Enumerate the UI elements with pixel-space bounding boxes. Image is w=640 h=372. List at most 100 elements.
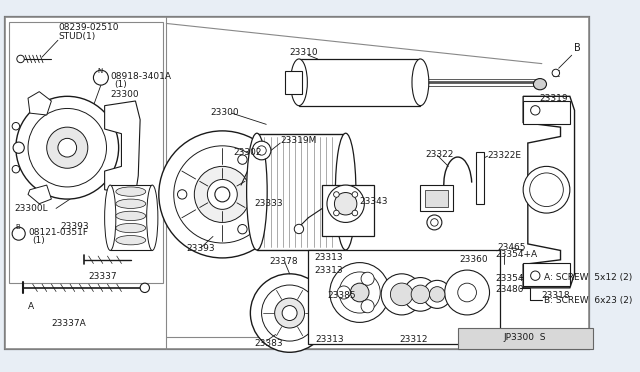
Circle shape [195, 166, 250, 222]
Text: 23313: 23313 [314, 253, 342, 262]
Text: 23322E: 23322E [488, 151, 522, 160]
Polygon shape [523, 96, 575, 288]
Text: 23343: 23343 [360, 197, 388, 206]
Text: A: A [28, 302, 34, 311]
Bar [323, 185, 374, 237]
Bar [476, 153, 484, 204]
Text: 23393: 23393 [61, 222, 90, 231]
Circle shape [174, 146, 271, 243]
Text: 23354: 23354 [495, 274, 524, 283]
Text: 23465: 23465 [497, 243, 525, 252]
Ellipse shape [116, 211, 146, 221]
Circle shape [333, 192, 339, 197]
Ellipse shape [116, 223, 146, 233]
Circle shape [530, 173, 563, 206]
Circle shape [352, 210, 358, 216]
Text: 23319: 23319 [539, 94, 568, 103]
Circle shape [429, 287, 445, 302]
Ellipse shape [291, 59, 307, 106]
Circle shape [13, 142, 24, 153]
Circle shape [327, 185, 364, 222]
Text: JP3300  S: JP3300 S [504, 333, 547, 341]
Ellipse shape [412, 59, 429, 106]
Circle shape [140, 283, 150, 292]
Polygon shape [28, 92, 51, 115]
Circle shape [552, 69, 559, 77]
Bar [523, 263, 570, 286]
Bar [299, 59, 420, 106]
Text: B: B [15, 224, 20, 230]
Circle shape [337, 286, 350, 299]
Text: 23300: 23300 [110, 90, 139, 99]
Circle shape [257, 146, 266, 155]
Circle shape [215, 187, 230, 202]
Text: 08918-3401A: 08918-3401A [110, 72, 172, 81]
Circle shape [423, 280, 451, 308]
Text: 23310: 23310 [290, 48, 318, 57]
Circle shape [207, 179, 237, 209]
Circle shape [458, 283, 476, 302]
Circle shape [93, 70, 108, 85]
Bar [308, 250, 500, 344]
Bar [110, 185, 152, 250]
Text: 23378: 23378 [269, 257, 298, 266]
Circle shape [252, 141, 271, 160]
Circle shape [275, 298, 305, 328]
Circle shape [12, 166, 20, 173]
Bar [257, 134, 346, 250]
Circle shape [431, 219, 438, 226]
Circle shape [404, 278, 437, 311]
Text: STUD(1): STUD(1) [58, 32, 95, 41]
Circle shape [335, 193, 357, 215]
Circle shape [12, 122, 20, 130]
Circle shape [531, 106, 540, 115]
Circle shape [427, 215, 442, 230]
Circle shape [262, 285, 317, 341]
Ellipse shape [104, 185, 116, 250]
Text: 23383: 23383 [254, 339, 283, 348]
Bar [10, 22, 163, 283]
Circle shape [250, 274, 329, 352]
Text: 23312: 23312 [400, 334, 428, 343]
Text: B: SCREW  6x23 (2): B: SCREW 6x23 (2) [544, 296, 632, 305]
Circle shape [12, 227, 25, 240]
Text: 23360: 23360 [460, 255, 488, 264]
Circle shape [390, 283, 413, 306]
Ellipse shape [116, 199, 146, 208]
Text: 23333: 23333 [254, 199, 283, 208]
Bar [420, 185, 453, 211]
Circle shape [282, 305, 297, 321]
Text: A: SCREW  5x12 (2): A: SCREW 5x12 (2) [544, 273, 632, 282]
Text: 08239-02510: 08239-02510 [58, 23, 118, 32]
Circle shape [381, 274, 422, 315]
Text: 23354+A: 23354+A [495, 250, 537, 259]
Text: (1): (1) [32, 237, 45, 246]
Circle shape [523, 166, 570, 213]
Circle shape [361, 272, 374, 285]
Text: 23393: 23393 [187, 244, 216, 253]
Circle shape [445, 270, 490, 315]
Text: B: B [574, 43, 580, 53]
Ellipse shape [335, 133, 356, 250]
Ellipse shape [533, 78, 547, 90]
Ellipse shape [116, 187, 146, 196]
Circle shape [361, 300, 374, 313]
Text: 23385: 23385 [327, 291, 356, 299]
Polygon shape [104, 101, 140, 195]
Text: 23300: 23300 [210, 109, 239, 118]
Circle shape [411, 285, 429, 304]
Circle shape [28, 109, 106, 187]
Bar [523, 101, 570, 124]
Circle shape [350, 283, 369, 302]
Circle shape [58, 138, 77, 157]
Circle shape [47, 127, 88, 168]
Circle shape [319, 296, 353, 330]
Text: 23337: 23337 [89, 272, 117, 281]
Ellipse shape [246, 133, 267, 250]
Text: 23480: 23480 [495, 285, 524, 294]
Polygon shape [28, 185, 51, 204]
Circle shape [294, 224, 303, 234]
Circle shape [531, 271, 540, 280]
Text: 23300L: 23300L [14, 204, 47, 213]
Text: 08121-0351F: 08121-0351F [28, 228, 88, 237]
